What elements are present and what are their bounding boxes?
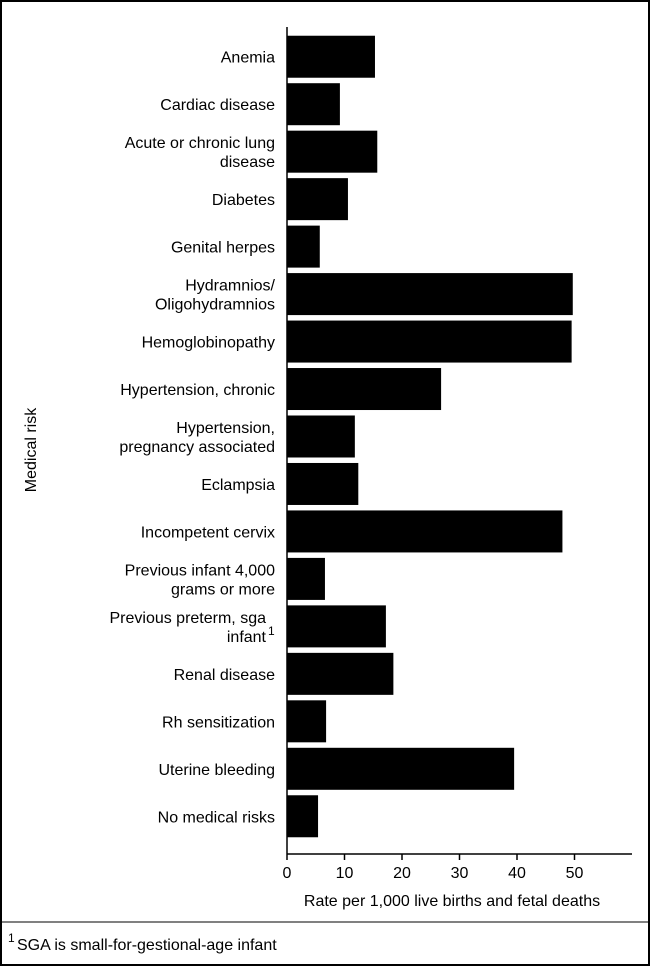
bar — [287, 700, 327, 743]
bar — [287, 795, 319, 838]
x-tick-label: 50 — [566, 865, 584, 882]
x-tick-label: 20 — [393, 865, 411, 882]
y-tick-label: Eclampsia — [201, 477, 275, 494]
y-tick-label: Incompetent cervix — [141, 524, 275, 541]
y-tick-label: Uterine bleeding — [158, 762, 275, 779]
x-tick-label: 10 — [336, 865, 354, 882]
footnote-marker: 1 — [268, 624, 275, 638]
y-tick-label: Renal disease — [174, 667, 276, 684]
bar — [287, 35, 375, 78]
y-tick-label: Anemia — [221, 50, 275, 67]
y-tick-label: Cardiac disease — [160, 97, 275, 114]
bar — [287, 747, 515, 790]
y-tick-label: Hydramnios/Oligohydramnios — [155, 278, 276, 314]
y-tick-label: Genital herpes — [171, 240, 275, 257]
x-tick-label: 40 — [508, 865, 526, 882]
bar — [287, 320, 572, 363]
y-tick-label: Diabetes — [212, 192, 275, 209]
y-tick-label: Previous preterm, sga infant — [109, 610, 266, 646]
bar — [287, 415, 355, 458]
y-tick-label: Hemoglobinopathy — [142, 335, 275, 352]
bar — [287, 652, 394, 695]
y-tick-label: No medical risks — [158, 809, 275, 826]
y-tick-label: Rh sensitization — [162, 714, 275, 731]
footnote-text: SGA is small-for-gestional-age infant — [17, 937, 277, 954]
bar — [287, 510, 563, 553]
bar — [287, 225, 320, 268]
bar — [287, 273, 573, 316]
bar — [287, 462, 359, 505]
bar — [287, 130, 378, 173]
y-tick-label: Hypertension, chronic — [120, 382, 275, 399]
footnote-marker: 1 — [8, 931, 15, 945]
bar — [287, 557, 325, 600]
x-tick-label: 0 — [283, 865, 292, 882]
x-tick-label: 30 — [451, 865, 469, 882]
y-tick-label: Hypertension, pregnancy associated — [119, 420, 275, 456]
y-tick-label: Acute or chronic lung disease — [125, 135, 275, 171]
y-tick-label: Previous infant 4,000 grams or more — [125, 562, 275, 598]
bar — [287, 368, 442, 411]
x-axis-label: Rate per 1,000 live births and fetal dea… — [304, 893, 600, 910]
bar — [287, 605, 386, 648]
bar — [287, 178, 348, 221]
bar — [287, 83, 340, 126]
y-axis-label: Medical risk — [23, 407, 40, 492]
